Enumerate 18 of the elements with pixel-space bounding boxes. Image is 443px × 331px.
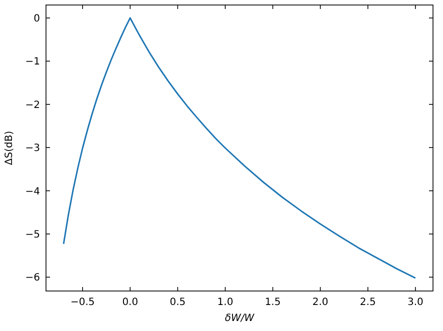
- x-tick-label: 2.5: [360, 297, 376, 308]
- y-tick-label: −3: [25, 143, 40, 154]
- y-tick-label: 0: [34, 13, 40, 24]
- x-tick-label: −0.5: [70, 297, 95, 308]
- x-tick-label: 1.0: [217, 297, 234, 308]
- x-tick-label: 3.0: [407, 297, 424, 308]
- line-series: [62, 17, 416, 279]
- y-tick-label: −4: [25, 186, 40, 198]
- y-tick-label: −5: [25, 229, 40, 240]
- x-tick-label: 1.5: [264, 297, 281, 308]
- y-tick-label: −1: [25, 56, 40, 68]
- x-tick-label: 2.0: [312, 297, 328, 308]
- y-tick-label: −2: [25, 100, 40, 111]
- x-tick-label: 0.5: [170, 297, 186, 308]
- x-axis-title: δW/W: [224, 313, 256, 324]
- y-tick-label: −6: [25, 272, 40, 284]
- y-axis-title: ΔS(dB): [4, 130, 15, 166]
- x-tick-label: 0.0: [122, 297, 138, 308]
